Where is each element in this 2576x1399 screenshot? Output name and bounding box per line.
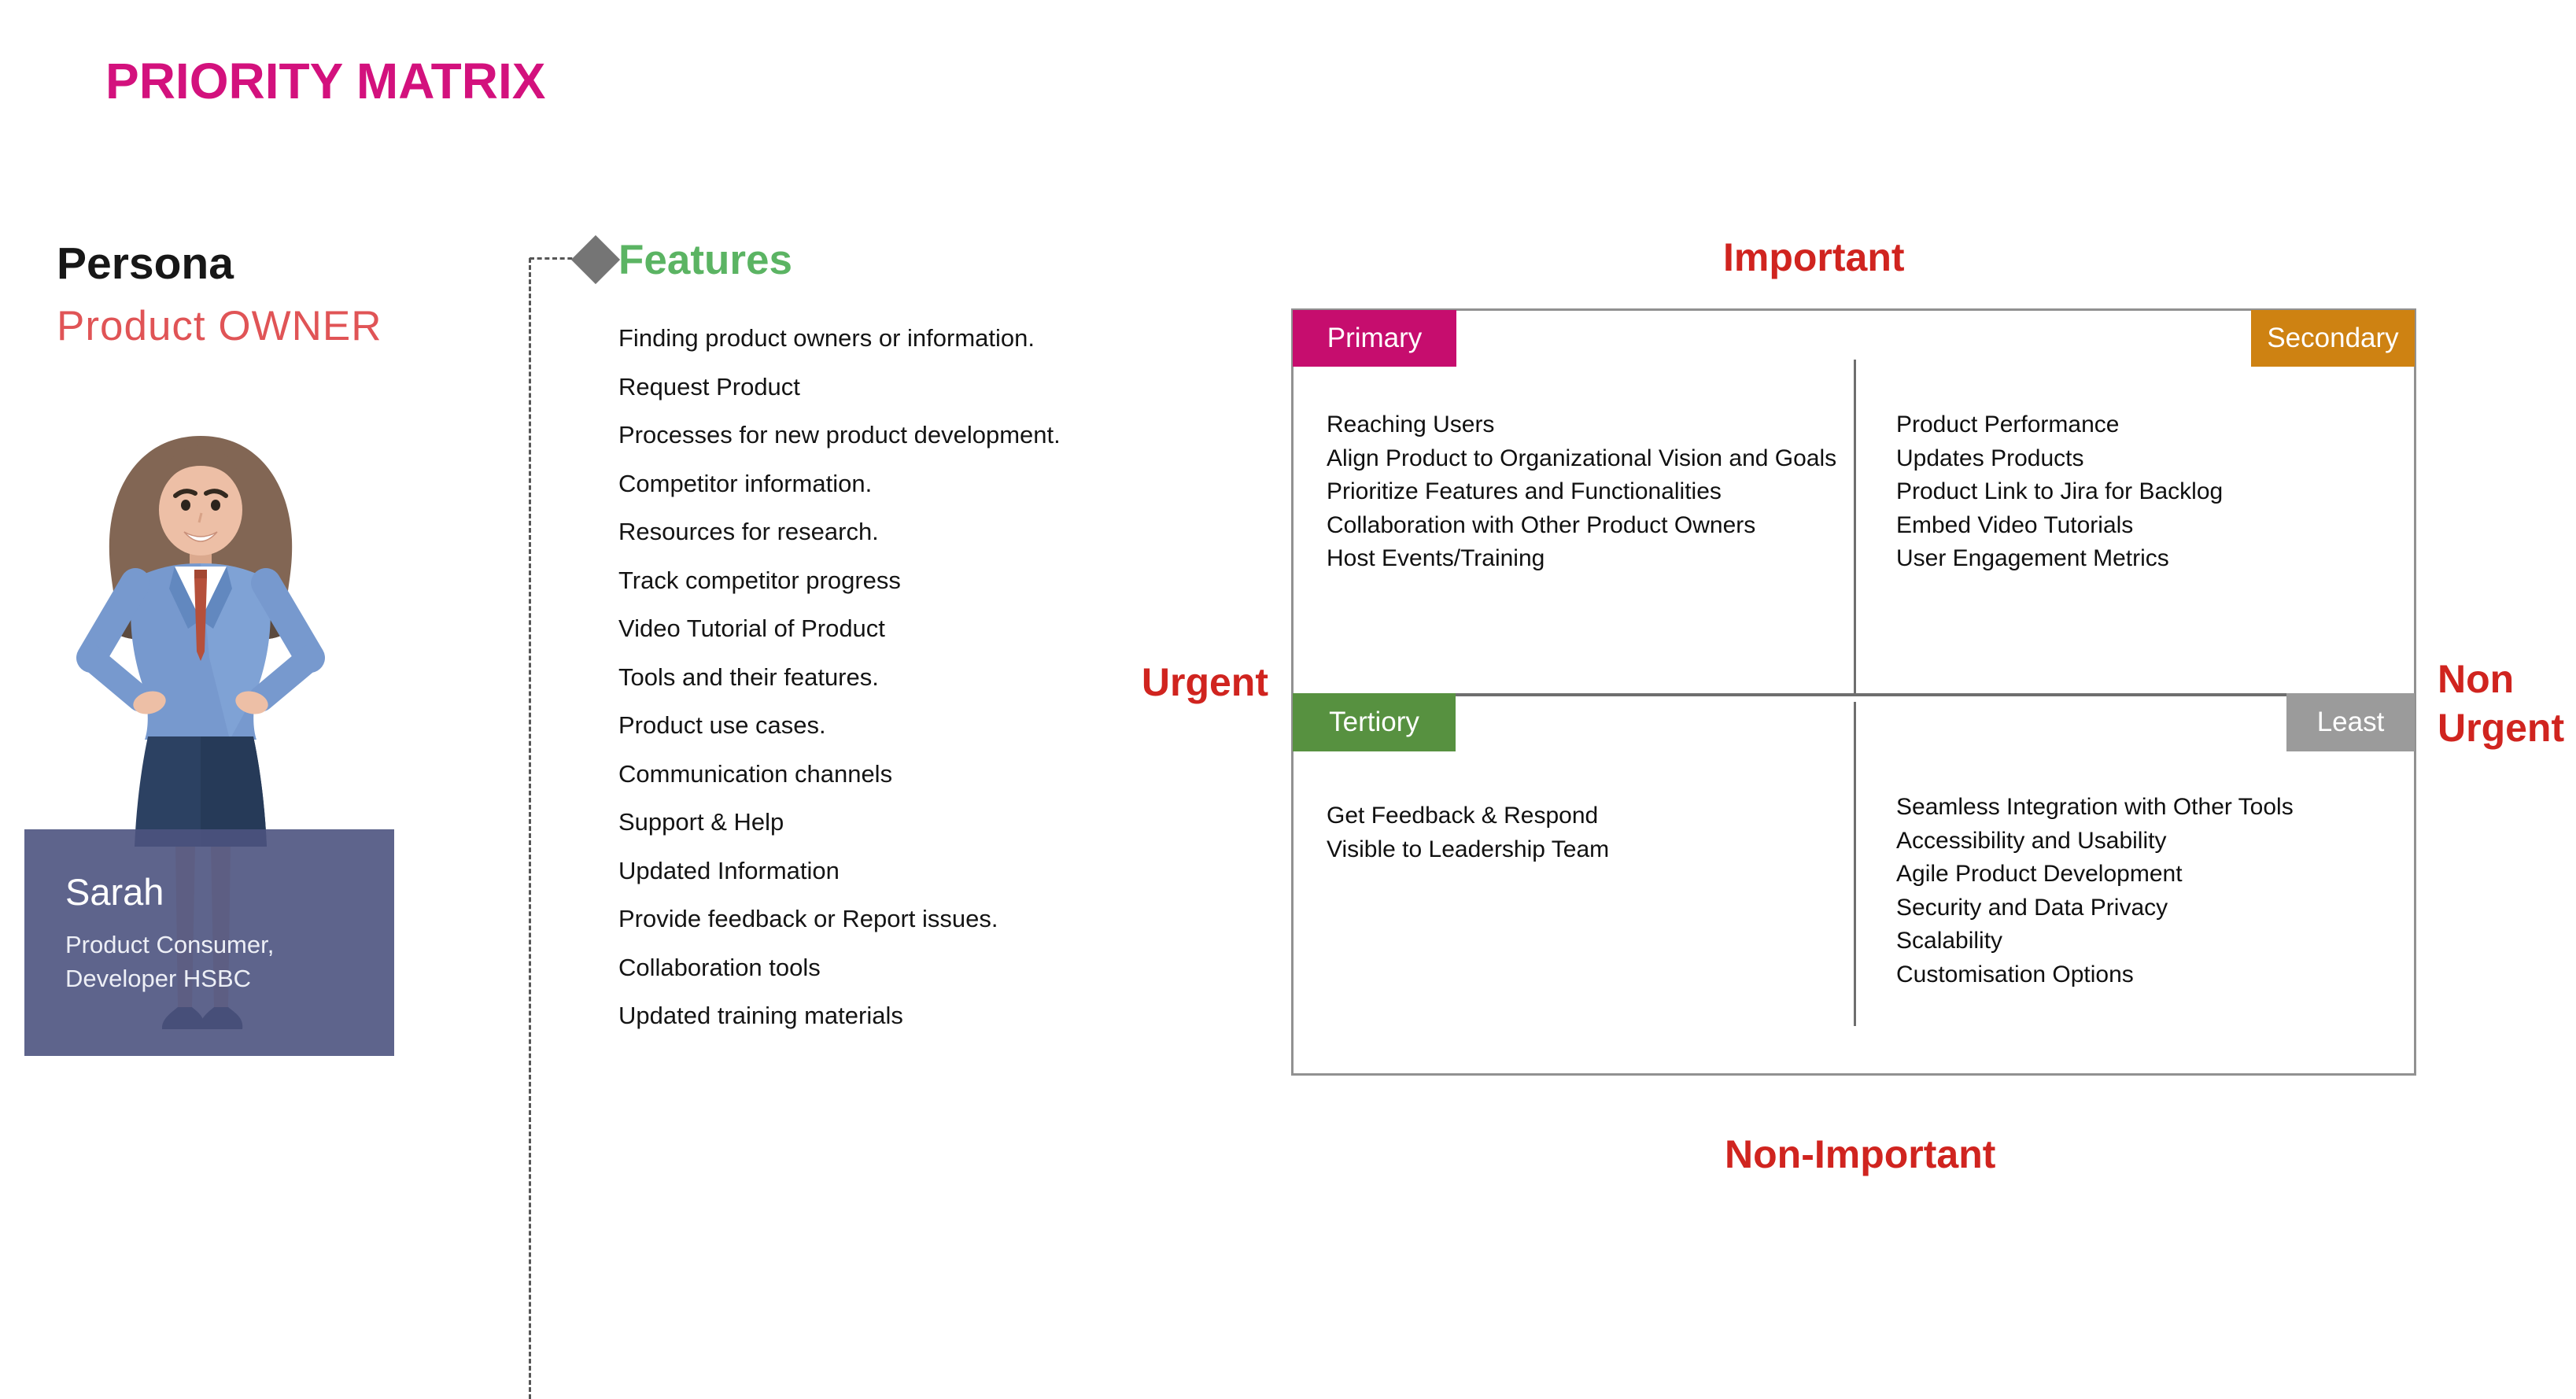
quadrant-item: Scalability bbox=[1896, 928, 2003, 954]
feature-item: Request Product bbox=[618, 372, 800, 401]
axis-label-non-important: Non-Important bbox=[1725, 1132, 1996, 1176]
feature-item: Finding product owners or information. bbox=[618, 324, 1035, 352]
feature-item: Support & Help bbox=[618, 808, 784, 836]
quadrant-item: Accessibility and Usability bbox=[1896, 827, 2167, 854]
page-title: PRIORITY MATRIX bbox=[105, 53, 546, 109]
quadrant-least-items: Seamless Integration with Other Tools Acc… bbox=[1896, 791, 2447, 991]
axis-label-non-urgent-line1: Non bbox=[2438, 657, 2515, 701]
feature-item: Updated training materials bbox=[618, 1002, 903, 1029]
quadrant-item: Customisation Options bbox=[1896, 961, 2134, 987]
quadrant-item: Align Product to Organizational Vision a… bbox=[1327, 445, 1837, 471]
quadrant-item: Reaching Users bbox=[1327, 412, 1495, 437]
quadrant-tag-secondary: Secondary bbox=[2251, 310, 2415, 367]
quadrant-item: Collaboration with Other Product Owners bbox=[1327, 511, 1756, 538]
feature-item: Updated Information bbox=[618, 856, 840, 884]
persona-heading: Persona bbox=[57, 238, 234, 289]
matrix-horizontal-divider bbox=[1294, 693, 2414, 696]
axis-label-urgent: Urgent bbox=[1141, 660, 1268, 704]
priority-matrix: Primary Secondary Tertiory Least Reachin… bbox=[1291, 308, 2416, 1076]
feature-item: Track competitor progress bbox=[618, 566, 901, 594]
quadrant-item: Embed Video Tutorials bbox=[1896, 511, 2134, 538]
feature-item: Competitor information. bbox=[618, 469, 873, 497]
feature-item: Provide feedback or Report issues. bbox=[618, 905, 998, 932]
quadrant-tertiory-items: Get Feedback & Respond Visible to Leaders… bbox=[1327, 799, 1877, 866]
quadrant-item: User Engagement Metrics bbox=[1896, 545, 2169, 571]
matrix-vertical-divider-bottom bbox=[1854, 702, 1856, 1026]
persona-card: Sarah Product Consumer, Developer HSBC bbox=[24, 829, 394, 1056]
feature-item: Processes for new product development. bbox=[618, 421, 1061, 448]
axis-label-important: Important bbox=[1723, 235, 1905, 279]
quadrant-item: Seamless Integration with Other Tools bbox=[1896, 794, 2294, 820]
persona-name: Sarah bbox=[65, 871, 164, 913]
features-connector-horizontal bbox=[530, 257, 580, 260]
persona-role-line1: Product Consumer, bbox=[65, 931, 275, 958]
persona-subheading: Product OWNER bbox=[57, 303, 382, 349]
axis-label-non-urgent-line2: Urgent bbox=[2438, 706, 2565, 750]
feature-item: Video Tutorial of Product bbox=[618, 615, 885, 642]
quadrant-item: Prioritize Features and Functionalities bbox=[1327, 478, 1722, 504]
feature-item: Communication channels bbox=[618, 759, 893, 788]
feature-item: Resources for research. bbox=[618, 518, 879, 545]
quadrant-tag-least: Least bbox=[2286, 693, 2415, 751]
feature-item: Collaboration tools bbox=[618, 953, 821, 981]
quadrant-secondary-items: Product Performance Updates Products Produ… bbox=[1896, 408, 2447, 576]
matrix-vertical-divider-top bbox=[1854, 360, 1856, 693]
quadrant-item: Product Link to Jira for Backlog bbox=[1896, 478, 2224, 504]
feature-item: Tools and their features. bbox=[618, 663, 879, 691]
quadrant-primary-items: Reaching Users Align Product to Organizat… bbox=[1327, 408, 1877, 576]
quadrant-item: Agile Product Development bbox=[1896, 861, 2183, 887]
features-list: Finding product owners or information. Re… bbox=[618, 326, 1216, 1052]
quadrant-item: Security and Data Privacy bbox=[1896, 894, 2168, 921]
feature-item: Product use cases. bbox=[618, 711, 826, 739]
features-connector-vertical bbox=[529, 258, 531, 1399]
quadrant-item: Visible to Leadership Team bbox=[1327, 836, 1610, 862]
features-heading: Features bbox=[618, 237, 792, 283]
quadrant-item: Host Events/Training bbox=[1327, 545, 1545, 571]
diamond-icon bbox=[570, 234, 621, 285]
quadrant-tag-tertiory: Tertiory bbox=[1293, 693, 1456, 751]
persona-role: Product Consumer, Developer HSBC bbox=[65, 928, 378, 995]
quadrant-tag-primary: Primary bbox=[1293, 310, 1456, 367]
quadrant-item: Product Performance bbox=[1896, 412, 2120, 437]
axis-label-non-urgent: Non Urgent bbox=[2438, 655, 2564, 752]
quadrant-item: Get Feedback & Respond bbox=[1327, 803, 1599, 829]
persona-role-line2: Developer HSBC bbox=[65, 965, 252, 992]
quadrant-item: Updates Products bbox=[1896, 445, 2084, 471]
